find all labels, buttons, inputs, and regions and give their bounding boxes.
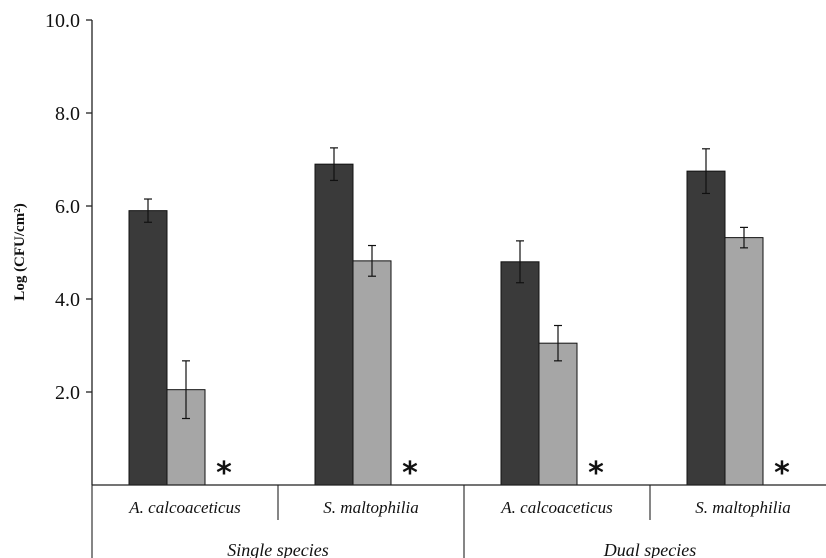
category-label: S. maltophilia [695, 498, 790, 517]
bar [538, 342, 578, 486]
y-tick-label: 8.0 [55, 103, 80, 125]
category-label: S. maltophilia [323, 498, 418, 517]
significance-marker: * [216, 456, 232, 491]
significance-marker: * [402, 456, 418, 491]
y-axis-label: Log (CFU/cm²) [12, 203, 28, 300]
significance-marker: * [774, 456, 790, 491]
bar [686, 170, 726, 486]
bar [314, 163, 354, 486]
y-tick-label: 6.0 [55, 196, 80, 218]
bars: * * * * [128, 147, 790, 491]
bar [500, 261, 540, 486]
significance-marker: * [588, 456, 604, 491]
category-label: A. calcoaceticus [128, 498, 241, 517]
category-label: A. calcoaceticus [500, 498, 613, 517]
bar [352, 260, 392, 486]
y-tick-label: 4.0 [55, 289, 80, 311]
y-axis: 2.0 4.0 6.0 8.0 10.0 [45, 10, 93, 485]
y-tick-label: 2.0 [55, 382, 80, 404]
bar [128, 210, 168, 486]
group-label: Single species [227, 540, 328, 558]
x-axis: A. calcoaceticus S. maltophilia A. calcoac… [91, 484, 826, 558]
group-label: Dual species [603, 540, 696, 558]
bar [724, 237, 764, 486]
y-tick-label: 10.0 [45, 10, 80, 32]
